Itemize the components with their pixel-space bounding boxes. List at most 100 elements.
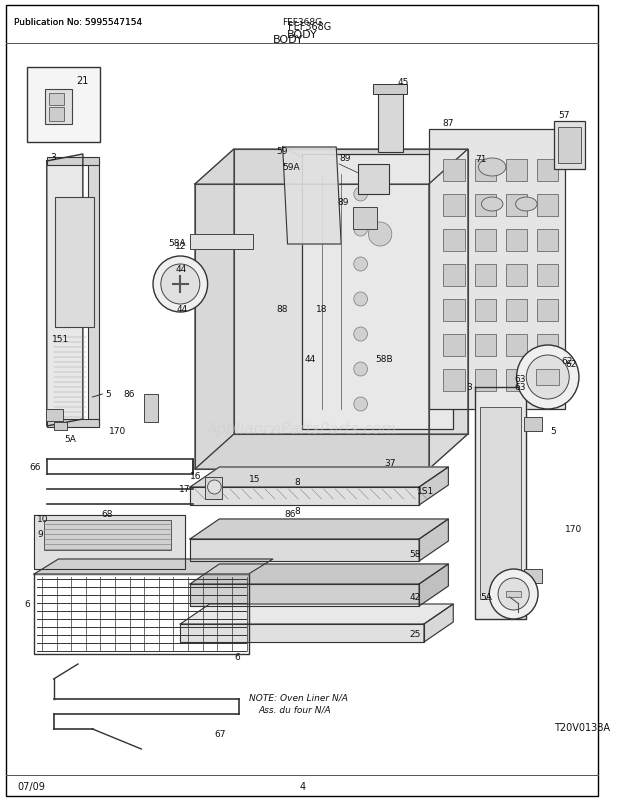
Text: 86: 86 [285, 509, 296, 518]
Text: 45: 45 [397, 78, 409, 87]
Polygon shape [190, 468, 448, 488]
Text: 62: 62 [565, 360, 577, 369]
Text: 67: 67 [215, 730, 226, 739]
Circle shape [161, 265, 200, 305]
Polygon shape [34, 559, 273, 574]
Text: 88: 88 [276, 305, 288, 314]
Bar [537, 334, 559, 357]
Circle shape [354, 327, 368, 342]
Text: FEF368G: FEF368G [282, 18, 322, 27]
Bar [537, 370, 559, 391]
Bar [506, 370, 527, 391]
Bar [554, 122, 585, 170]
Text: Ass. du four N/A: Ass. du four N/A [259, 705, 331, 714]
Polygon shape [195, 150, 468, 184]
Bar [537, 265, 559, 286]
Circle shape [368, 223, 392, 247]
Bar [443, 160, 465, 182]
Text: 21: 21 [76, 76, 89, 86]
Text: NOTE: Oven Liner N/A: NOTE: Oven Liner N/A [249, 693, 347, 702]
Bar [443, 229, 465, 252]
Polygon shape [195, 435, 468, 469]
Bar [53, 423, 67, 431]
Ellipse shape [516, 198, 537, 212]
Text: 44: 44 [176, 265, 187, 274]
Bar [537, 195, 559, 217]
Bar [537, 160, 559, 182]
Bar [475, 265, 496, 286]
Polygon shape [190, 565, 448, 585]
Text: 15: 15 [249, 475, 260, 484]
Text: 57: 57 [559, 111, 570, 119]
Circle shape [354, 188, 368, 202]
Text: 18: 18 [316, 305, 327, 314]
Bar [87, 162, 99, 427]
Text: 9: 9 [37, 530, 43, 539]
Circle shape [354, 398, 368, 411]
Text: 170: 170 [109, 427, 126, 436]
Bar [506, 265, 527, 286]
Polygon shape [180, 624, 424, 642]
Bar [144, 395, 158, 423]
Text: 58B: 58B [375, 355, 393, 364]
Bar [443, 370, 465, 391]
Text: T20V0138A: T20V0138A [554, 722, 609, 732]
Text: 3: 3 [51, 153, 56, 162]
Bar [475, 195, 496, 217]
Text: 44: 44 [304, 355, 316, 364]
Bar [27, 68, 100, 143]
Text: 25: 25 [409, 630, 421, 638]
Bar [537, 229, 559, 252]
Text: 6: 6 [24, 600, 30, 609]
Polygon shape [195, 150, 234, 469]
Bar [475, 229, 496, 252]
Polygon shape [190, 520, 448, 539]
Polygon shape [475, 387, 526, 619]
Text: 68: 68 [102, 509, 113, 518]
Circle shape [153, 257, 208, 313]
Polygon shape [46, 155, 83, 427]
Circle shape [208, 480, 221, 494]
Text: 6: 6 [234, 653, 240, 662]
Bar [506, 334, 527, 357]
Bar [190, 235, 254, 249]
Text: BODY: BODY [273, 35, 304, 45]
Bar [475, 160, 496, 182]
Bar [475, 334, 496, 357]
Text: 87: 87 [443, 119, 454, 128]
Circle shape [354, 223, 368, 237]
Text: 59A: 59A [283, 164, 300, 172]
Polygon shape [419, 520, 448, 561]
Bar [506, 229, 527, 252]
Bar [49, 94, 64, 106]
Text: 86: 86 [123, 390, 135, 399]
Bar [44, 520, 170, 550]
Bar [373, 85, 407, 95]
Polygon shape [190, 539, 419, 561]
Text: 12: 12 [175, 241, 186, 251]
Text: 8: 8 [294, 477, 300, 486]
Text: 71: 71 [475, 155, 486, 164]
Bar [378, 88, 402, 153]
Circle shape [354, 363, 368, 376]
Circle shape [516, 346, 579, 410]
Text: FEF368G: FEF368G [288, 22, 331, 32]
Bar [49, 107, 64, 122]
Bar [443, 265, 465, 286]
Text: AppliancePartsParts.com: AppliancePartsParts.com [207, 422, 397, 437]
Bar [537, 300, 559, 322]
Bar [525, 569, 542, 583]
Text: 58: 58 [409, 550, 421, 559]
Text: 37: 37 [384, 459, 396, 468]
Polygon shape [283, 148, 341, 245]
Ellipse shape [479, 159, 506, 176]
Text: Publication No: 5995547154: Publication No: 5995547154 [14, 18, 142, 27]
Bar [506, 195, 527, 217]
Text: 5: 5 [105, 390, 111, 399]
Text: 5A: 5A [64, 435, 76, 444]
Polygon shape [419, 565, 448, 606]
Text: 151: 151 [52, 335, 69, 344]
Circle shape [526, 355, 569, 399]
Circle shape [354, 257, 368, 272]
Bar [525, 418, 542, 431]
